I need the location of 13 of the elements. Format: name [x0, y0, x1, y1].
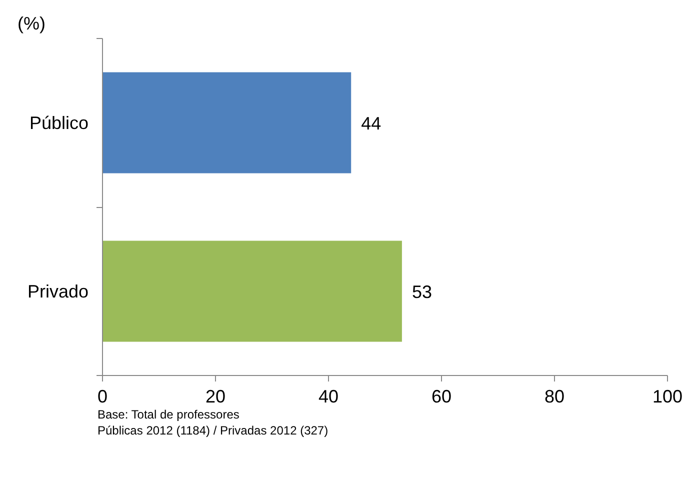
x-tick-label: 0: [97, 386, 108, 406]
data-label: 53: [412, 282, 432, 302]
y-tick-label: Privado: [27, 281, 88, 302]
x-tick-label: 100: [652, 386, 683, 406]
x-tick-label: 40: [318, 386, 339, 406]
x-tick-label: 80: [544, 386, 565, 406]
x-tick-label: 60: [431, 386, 452, 406]
x-tick-label: 20: [205, 386, 226, 406]
y-axis-title: (%): [18, 14, 46, 34]
y-tick-label: Público: [29, 112, 89, 133]
text: Públicas 2012 (1184) / Privadas 2012 (327): [98, 424, 328, 438]
text: Base: Total de professores: [98, 408, 240, 422]
data-label: 44: [361, 113, 382, 134]
